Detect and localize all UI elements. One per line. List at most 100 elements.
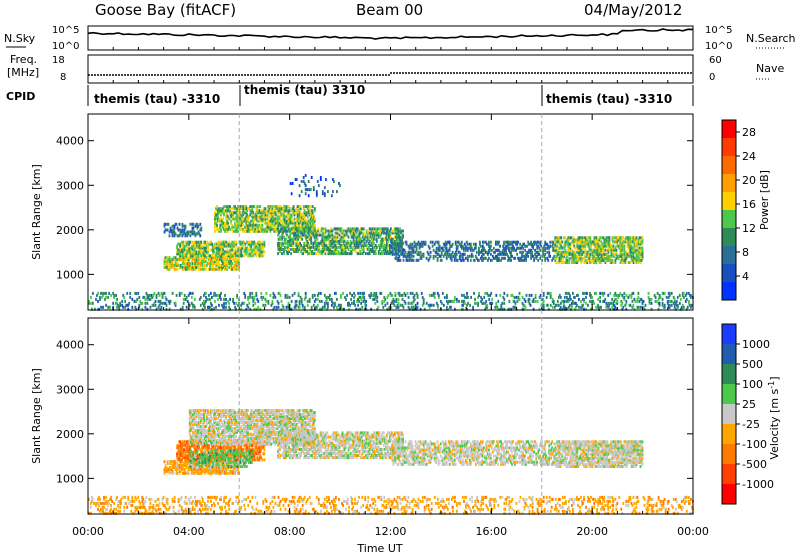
power-cell-93	[186, 263, 189, 267]
power-cell-4346	[574, 295, 576, 299]
power-cell-1698	[307, 241, 310, 245]
power-cell-63	[178, 256, 181, 260]
power-cell-222	[216, 260, 218, 263]
power-cell-4118	[435, 301, 438, 305]
power-cell-2585	[463, 246, 466, 250]
power-cell-3284	[606, 248, 609, 252]
power-cell-263	[225, 260, 227, 263]
velocity-cell-112	[191, 466, 194, 469]
power-cell-4229	[511, 293, 514, 297]
power-cell-628	[248, 252, 251, 256]
power-cell-3411	[624, 240, 627, 244]
power-cell-1599	[291, 231, 293, 235]
power-cell-1926	[340, 248, 343, 251]
power-cell-3254	[602, 250, 605, 254]
power-cell-3569	[109, 305, 111, 309]
power-cell-2650	[483, 240, 485, 244]
power-cell-2230	[386, 229, 388, 233]
power-cell-619	[245, 246, 248, 250]
power-cell-1322	[287, 213, 290, 217]
power-cell-540	[227, 254, 230, 258]
power-cell-2675	[493, 256, 495, 260]
power-cell-3581	[116, 297, 118, 301]
power-cell-3707	[193, 305, 196, 309]
power-cell-1370	[295, 219, 298, 223]
power-cell-1255	[278, 207, 281, 211]
power-cell-212	[215, 267, 217, 271]
power-cell-97	[187, 263, 190, 267]
power-cell-3658	[159, 299, 162, 303]
power-cell-2064	[361, 243, 364, 247]
power-cell-3459	[631, 240, 634, 244]
power-cell-1835	[327, 229, 330, 233]
power-cell-2534	[449, 244, 452, 248]
power-cell-1595	[291, 248, 293, 251]
power-cell-1636	[297, 250, 299, 253]
power-cell-3634	[148, 293, 151, 297]
power-cell-2016	[354, 245, 357, 249]
power-cell-746	[181, 222, 184, 226]
power-cell-2354	[395, 250, 398, 254]
power-cell-2657	[486, 242, 488, 246]
power-cell-1616	[294, 241, 296, 245]
power-cell-3259	[603, 258, 606, 262]
power-cell-1648	[299, 243, 301, 247]
power-cell-2171	[378, 252, 381, 256]
power-cell-1584	[289, 241, 291, 245]
power-cell-2929	[557, 238, 560, 242]
power-cell-1709	[308, 227, 311, 231]
power-cell-1311	[286, 225, 289, 229]
power-cell-3542	[91, 307, 93, 311]
power-cell-983	[241, 205, 244, 209]
power-cell-2757	[512, 244, 514, 248]
power-cell-4036	[390, 305, 393, 309]
power-cell-1245	[277, 217, 280, 221]
power-cell-4128	[442, 303, 445, 307]
power-cell-2212	[385, 248, 387, 251]
power-cell-1380	[296, 205, 299, 209]
power-cell-3630	[146, 295, 149, 299]
power-cell-4236	[514, 301, 517, 305]
velocity-cell-93	[187, 467, 190, 471]
power-cell-3256	[602, 246, 605, 250]
power-cell-527	[223, 252, 226, 256]
power-cell-3458	[631, 246, 634, 250]
power-cell-3979	[359, 295, 361, 299]
power-cell-4352	[578, 305, 580, 309]
power-cell-1240	[277, 229, 280, 233]
power-cell-4137	[448, 299, 450, 303]
power-cell-2094	[366, 237, 369, 241]
power-cell-2725	[505, 244, 507, 248]
power-cell-850	[222, 207, 224, 211]
power-cell-806	[216, 225, 218, 229]
power-cell-1983	[349, 239, 352, 243]
velocity-cell-161	[204, 469, 206, 473]
power-cell-4105	[425, 301, 428, 305]
power-cell-4430	[617, 295, 620, 299]
power-cell-1798	[322, 235, 325, 239]
power-cell-4560	[689, 303, 691, 307]
power-cell-1762	[317, 248, 320, 251]
power-cell-300	[234, 256, 236, 260]
velocity-cell-2	[163, 467, 166, 471]
power-cell-2162	[375, 229, 378, 233]
power-cell-626	[247, 240, 250, 244]
power-cell-24	[168, 263, 171, 267]
velocity-cell-88	[186, 471, 189, 475]
power-cell-3015	[571, 258, 574, 262]
power-cell-1244	[277, 221, 280, 225]
power-cell-1947	[343, 252, 346, 256]
power-cell-2708	[502, 252, 504, 256]
power-cell-1282	[282, 211, 285, 215]
power-cell-1169	[267, 207, 270, 211]
power-cell-3234	[600, 261, 603, 264]
power-cell-2784	[521, 258, 523, 262]
power-cell-4179	[477, 295, 479, 299]
power-cell-1773	[318, 233, 321, 237]
power-cell-81	[183, 256, 186, 260]
power-cell-1366	[294, 221, 297, 225]
power-cell-4184	[481, 301, 484, 305]
power-cell-3505	[637, 242, 640, 246]
power-cell-922	[234, 223, 236, 227]
power-cell-4347	[575, 305, 577, 309]
